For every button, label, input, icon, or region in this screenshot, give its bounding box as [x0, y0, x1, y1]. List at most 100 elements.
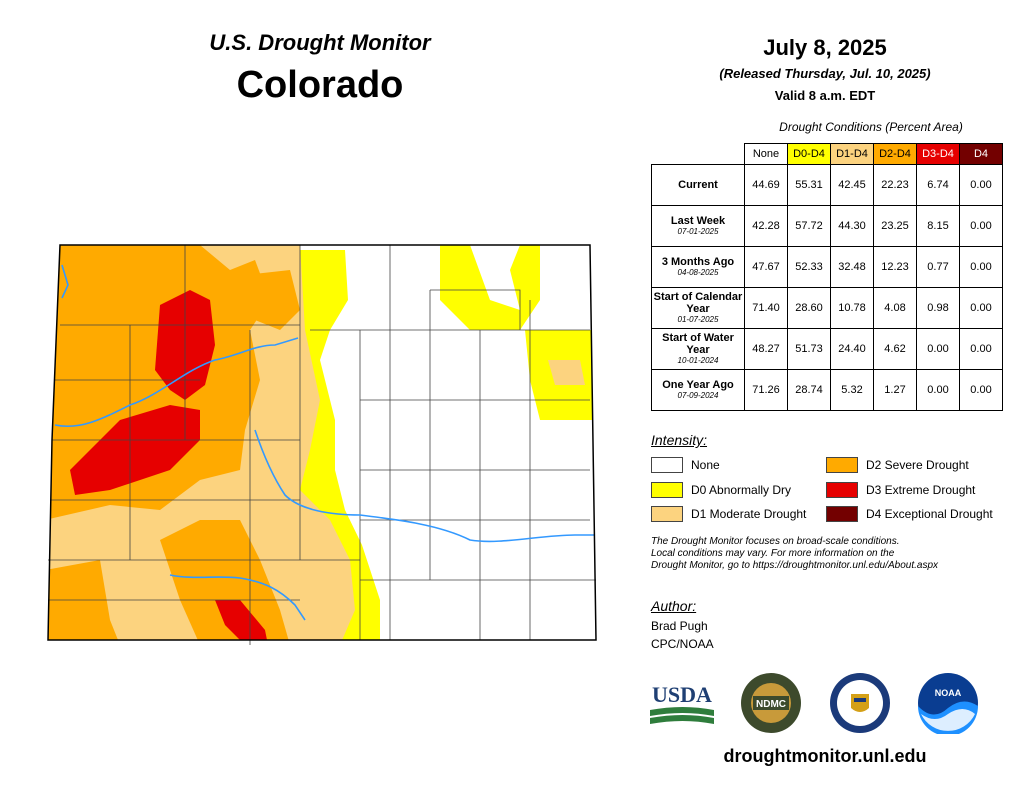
table-cell: 6.74 — [916, 164, 960, 206]
row-date: 01-07-2025 — [677, 315, 719, 324]
legend-swatch — [826, 506, 858, 522]
row-date: 07-01-2025 — [677, 227, 719, 236]
table-row: 3 Months Ago 04-08-2025 47.67 52.33 32.48… — [651, 246, 1003, 288]
table-cell: 10.78 — [830, 287, 874, 329]
table-cell: 12.23 — [873, 246, 917, 288]
table-cell: 55.31 — [787, 164, 831, 206]
table-cell: 44.30 — [830, 205, 874, 247]
table-cell: 42.45 — [830, 164, 874, 206]
table-cell: 23.25 — [873, 205, 917, 247]
table-cell: 51.73 — [787, 328, 831, 370]
table-row: Last Week 07-01-2025 42.28 57.72 44.30 23… — [651, 205, 1003, 247]
d2-area-northeast — [245, 270, 300, 330]
map-date: July 8, 2025 — [763, 35, 887, 60]
d2-area-southwest — [48, 560, 120, 640]
row-date: 10-01-2024 — [677, 356, 719, 365]
col-header: D1-D4 — [830, 143, 874, 165]
col-header: D4 — [959, 143, 1003, 165]
noaa-logo-text: NOAA — [935, 688, 962, 698]
noaa-logo: NOAA — [918, 673, 978, 734]
legend-item: D4 Exceptional Drought — [826, 506, 993, 522]
row-date: 07-09-2024 — [677, 391, 719, 400]
table-cell: 42.28 — [744, 205, 788, 247]
legend-item: D1 Moderate Drought — [651, 506, 806, 522]
legend-swatch — [826, 482, 858, 498]
ndmc-logo: NDMC — [741, 673, 801, 733]
disclaimer: The Drought Monitor focuses on broad-sca… — [651, 536, 1011, 572]
disclaimer-line: The Drought Monitor focuses on broad-sca… — [651, 536, 900, 547]
release-date: (Released Thursday, Jul. 10, 2025) — [719, 66, 931, 81]
legend-swatch — [826, 457, 858, 473]
legend-label: None — [691, 458, 720, 472]
table-row: Start of Calendar Year 01-07-2025 71.40 2… — [651, 287, 1003, 329]
table-cell: 0.00 — [959, 205, 1003, 247]
col-header: D2-D4 — [873, 143, 917, 165]
disclaimer-line: Drought Monitor, go to https://droughtmo… — [651, 560, 939, 571]
legend-item: D0 Abnormally Dry — [651, 482, 791, 498]
table-cell: 5.32 — [830, 369, 874, 411]
row-label: One Year Ago — [662, 379, 734, 391]
table-cell: 4.08 — [873, 287, 917, 329]
drought-conditions-table: None D0-D4 D1-D4 D2-D4 D3-D4 D4 Current … — [651, 143, 1003, 411]
table-cell: 1.27 — [873, 369, 917, 411]
disclaimer-line: Local conditions may vary. For more info… — [651, 548, 895, 559]
table-cell: 0.77 — [916, 246, 960, 288]
valid-time: Valid 8 a.m. EDT — [774, 88, 876, 103]
county-lines — [48, 245, 596, 645]
table-cell: 71.40 — [744, 287, 788, 329]
col-header: D0-D4 — [787, 143, 831, 165]
author-org: CPC/NOAA — [651, 637, 714, 651]
table-cell: 28.74 — [787, 369, 831, 411]
table-cell: 0.00 — [959, 164, 1003, 206]
d3-area-south — [215, 600, 268, 640]
table-row: One Year Ago 07-09-2024 71.26 28.74 5.32 … — [651, 369, 1003, 411]
table-caption: Drought Conditions (Percent Area) — [779, 120, 963, 134]
table-cell: 57.72 — [787, 205, 831, 247]
d2-area-south — [160, 520, 290, 640]
legend-label: D1 Moderate Drought — [691, 507, 807, 521]
legend-label: D4 Exceptional Drought — [866, 507, 993, 521]
legend-label: D0 Abnormally Dry — [691, 483, 792, 497]
table-cell: 0.00 — [916, 369, 960, 411]
d0-area-north — [440, 245, 540, 330]
d1-area-east — [548, 360, 585, 385]
table-cell: 71.26 — [744, 369, 788, 411]
table-cell: 8.15 — [916, 205, 960, 247]
table-cell: 0.00 — [959, 369, 1003, 411]
legend-title: Intensity: — [651, 432, 708, 448]
website-link[interactable]: droughtmonitor.unl.edu — [723, 746, 927, 766]
legend-label: D3 Extreme Drought — [866, 483, 976, 497]
col-header: None — [744, 143, 788, 165]
row-label: Current — [678, 179, 718, 191]
ndmc-logo-text: NDMC — [756, 699, 786, 710]
legend-swatch — [651, 506, 683, 522]
legend-label: D2 Severe Drought — [866, 458, 969, 472]
table-cell: 52.33 — [787, 246, 831, 288]
table-cell: 28.60 — [787, 287, 831, 329]
legend-swatch — [651, 482, 683, 498]
rivers — [54, 264, 595, 621]
legend-item: D3 Extreme Drought — [826, 482, 975, 498]
table-cell: 0.00 — [959, 287, 1003, 329]
table-row: Start of Water Year 10-01-2024 48.27 51.7… — [651, 328, 1003, 370]
col-header: D3-D4 — [916, 143, 960, 165]
row-label: 3 Months Ago — [661, 256, 735, 268]
map-title: U.S. Drought Monitor — [209, 30, 431, 55]
usda-logo: USDA — [650, 682, 714, 724]
table-cell: 0.00 — [959, 328, 1003, 370]
state-border — [47, 244, 597, 641]
table-cell: 0.98 — [916, 287, 960, 329]
row-label: Start of Calendar Year — [653, 291, 743, 315]
row-date: 04-08-2025 — [677, 268, 719, 277]
doc-seal-logo — [830, 673, 890, 733]
row-label: Start of Water Year — [662, 332, 734, 356]
usda-logo-text: USDA — [652, 682, 712, 707]
table-cell: 47.67 — [744, 246, 788, 288]
state-name: Colorado — [236, 64, 404, 106]
table-cell: 32.48 — [830, 246, 874, 288]
row-label: Last Week — [670, 215, 726, 227]
d3-area-west — [70, 405, 200, 495]
table-cell: 24.40 — [830, 328, 874, 370]
table-row: Current 44.69 55.31 42.45 22.23 6.74 0.0… — [651, 164, 1003, 206]
table-cell: 0.00 — [916, 328, 960, 370]
